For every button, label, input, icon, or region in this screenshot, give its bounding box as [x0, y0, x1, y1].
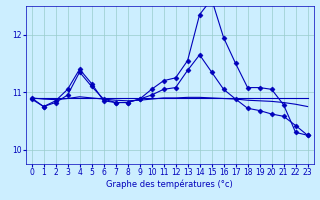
X-axis label: Graphe des températures (°c): Graphe des températures (°c)	[106, 180, 233, 189]
